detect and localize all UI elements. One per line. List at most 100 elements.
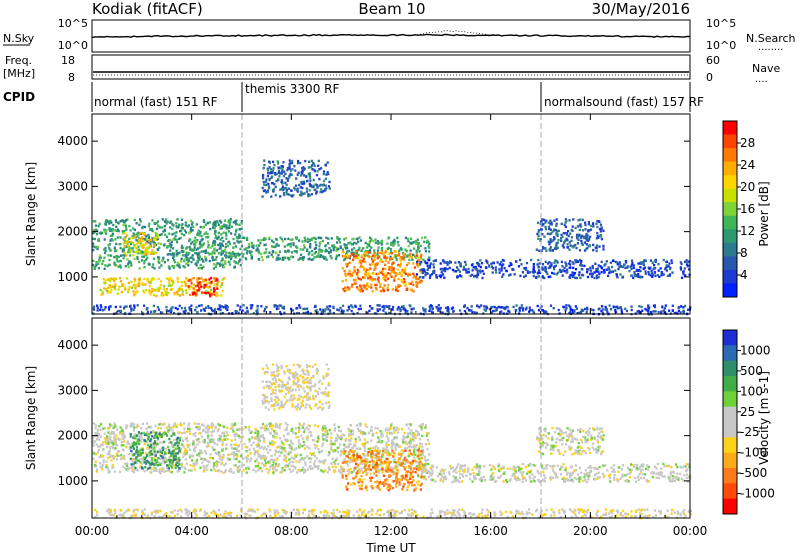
heatmap-cell bbox=[420, 268, 423, 272]
heatmap-cell bbox=[97, 435, 100, 438]
heatmap-cell bbox=[211, 256, 214, 259]
heatmap-cell bbox=[222, 453, 225, 456]
heatmap-cell bbox=[166, 277, 169, 280]
heatmap-cell bbox=[386, 286, 389, 290]
heatmap-cell bbox=[239, 264, 242, 267]
heatmap-cell bbox=[356, 273, 359, 276]
heatmap-cell bbox=[370, 246, 373, 249]
heatmap-cell bbox=[197, 422, 200, 426]
heatmap-cell bbox=[109, 219, 112, 223]
heatmap-cell bbox=[572, 274, 575, 277]
heatmap-cell bbox=[119, 280, 123, 283]
heatmap-cell bbox=[131, 422, 134, 425]
heatmap-cell bbox=[279, 236, 282, 239]
heatmap-cell bbox=[143, 251, 146, 254]
heatmap-cell bbox=[321, 427, 325, 430]
heatmap-cell bbox=[660, 273, 663, 277]
heatmap-cell bbox=[309, 246, 312, 249]
heatmap-cell bbox=[254, 465, 257, 468]
heatmap-cell bbox=[542, 247, 545, 250]
heatmap-cell bbox=[108, 246, 111, 250]
heatmap-cell bbox=[231, 312, 234, 315]
heatmap-cell bbox=[215, 263, 218, 266]
heatmap-cell bbox=[416, 449, 419, 452]
heatmap-cell bbox=[191, 240, 194, 244]
heatmap-cell bbox=[131, 443, 134, 446]
heatmap-cell bbox=[383, 275, 386, 279]
heatmap-cell bbox=[543, 276, 546, 280]
heatmap-cell bbox=[115, 225, 118, 228]
heatmap-cell bbox=[222, 240, 225, 243]
cpid-label: CPID bbox=[3, 90, 35, 104]
heatmap-cell bbox=[328, 305, 331, 308]
heatmap-cell bbox=[92, 444, 95, 447]
heatmap-cell bbox=[544, 269, 547, 273]
heatmap-cell bbox=[172, 464, 175, 467]
heatmap-cell bbox=[344, 439, 347, 442]
heatmap-cell bbox=[392, 437, 395, 441]
heatmap-cell bbox=[257, 461, 260, 464]
heatmap-cell bbox=[573, 244, 576, 247]
heatmap-cell bbox=[463, 305, 466, 308]
heatmap-cell bbox=[245, 247, 248, 250]
heatmap-cell bbox=[162, 288, 165, 291]
heatmap-cell bbox=[339, 306, 342, 310]
heatmap-cell bbox=[359, 470, 362, 473]
heatmap-cell bbox=[303, 236, 306, 239]
heatmap-cell bbox=[626, 265, 629, 268]
heatmap-cell bbox=[432, 271, 435, 274]
heatmap-cell bbox=[194, 243, 197, 246]
heatmap-cell bbox=[344, 256, 347, 259]
heatmap-cell bbox=[392, 261, 395, 264]
heatmap-cell bbox=[313, 443, 316, 447]
heatmap-cell bbox=[596, 220, 599, 223]
heatmap-cell bbox=[319, 190, 322, 194]
heatmap-cell bbox=[328, 428, 331, 432]
heatmap-cell bbox=[630, 308, 633, 312]
heatmap-cell bbox=[296, 190, 299, 193]
heatmap-cell bbox=[371, 257, 374, 261]
heatmap-cell bbox=[171, 429, 174, 432]
heatmap-cell bbox=[187, 427, 190, 431]
heatmap-cell bbox=[375, 445, 378, 448]
heatmap-cell bbox=[350, 253, 353, 256]
heatmap-cell bbox=[358, 277, 361, 281]
heatmap-cell bbox=[113, 246, 116, 249]
heatmap-cell bbox=[212, 241, 215, 245]
heatmap-cell bbox=[238, 233, 241, 236]
heatmap-cell bbox=[92, 242, 95, 245]
heatmap-cell bbox=[284, 422, 287, 425]
heatmap-cell bbox=[495, 307, 498, 310]
heatmap-cell bbox=[471, 310, 474, 314]
heatmap-cell bbox=[390, 275, 393, 278]
heatmap-cell bbox=[403, 252, 406, 256]
heatmap-cell bbox=[242, 469, 245, 472]
heatmap-cell bbox=[163, 225, 166, 228]
heatmap-cell bbox=[416, 265, 420, 268]
heatmap-cell bbox=[168, 232, 171, 235]
heatmap-cell bbox=[149, 240, 152, 243]
heatmap-cell bbox=[306, 248, 309, 251]
heatmap-cell bbox=[119, 277, 122, 280]
heatmap-cell bbox=[345, 289, 348, 292]
heatmap-cell bbox=[113, 279, 116, 282]
heatmap-cell bbox=[280, 171, 283, 174]
heatmap-cell bbox=[197, 289, 201, 292]
heatmap-cell bbox=[419, 453, 422, 456]
heatmap-cell bbox=[359, 307, 362, 310]
heatmap-cell bbox=[297, 426, 300, 429]
heatmap-cell bbox=[186, 225, 189, 228]
heatmap-cell bbox=[361, 456, 364, 459]
heatmap-cell bbox=[146, 422, 149, 425]
heatmap-cell bbox=[625, 261, 628, 264]
heatmap-cell bbox=[687, 308, 690, 311]
heatmap-cell bbox=[376, 308, 379, 311]
heatmap-cell bbox=[229, 254, 232, 257]
heatmap-cell bbox=[380, 433, 383, 436]
heatmap-cell bbox=[313, 462, 316, 465]
heatmap-cell bbox=[537, 258, 540, 262]
heatmap-cell bbox=[382, 277, 385, 280]
heatmap-cell bbox=[560, 270, 563, 273]
heatmap-cell bbox=[586, 270, 589, 274]
heatmap-cell bbox=[371, 464, 374, 467]
